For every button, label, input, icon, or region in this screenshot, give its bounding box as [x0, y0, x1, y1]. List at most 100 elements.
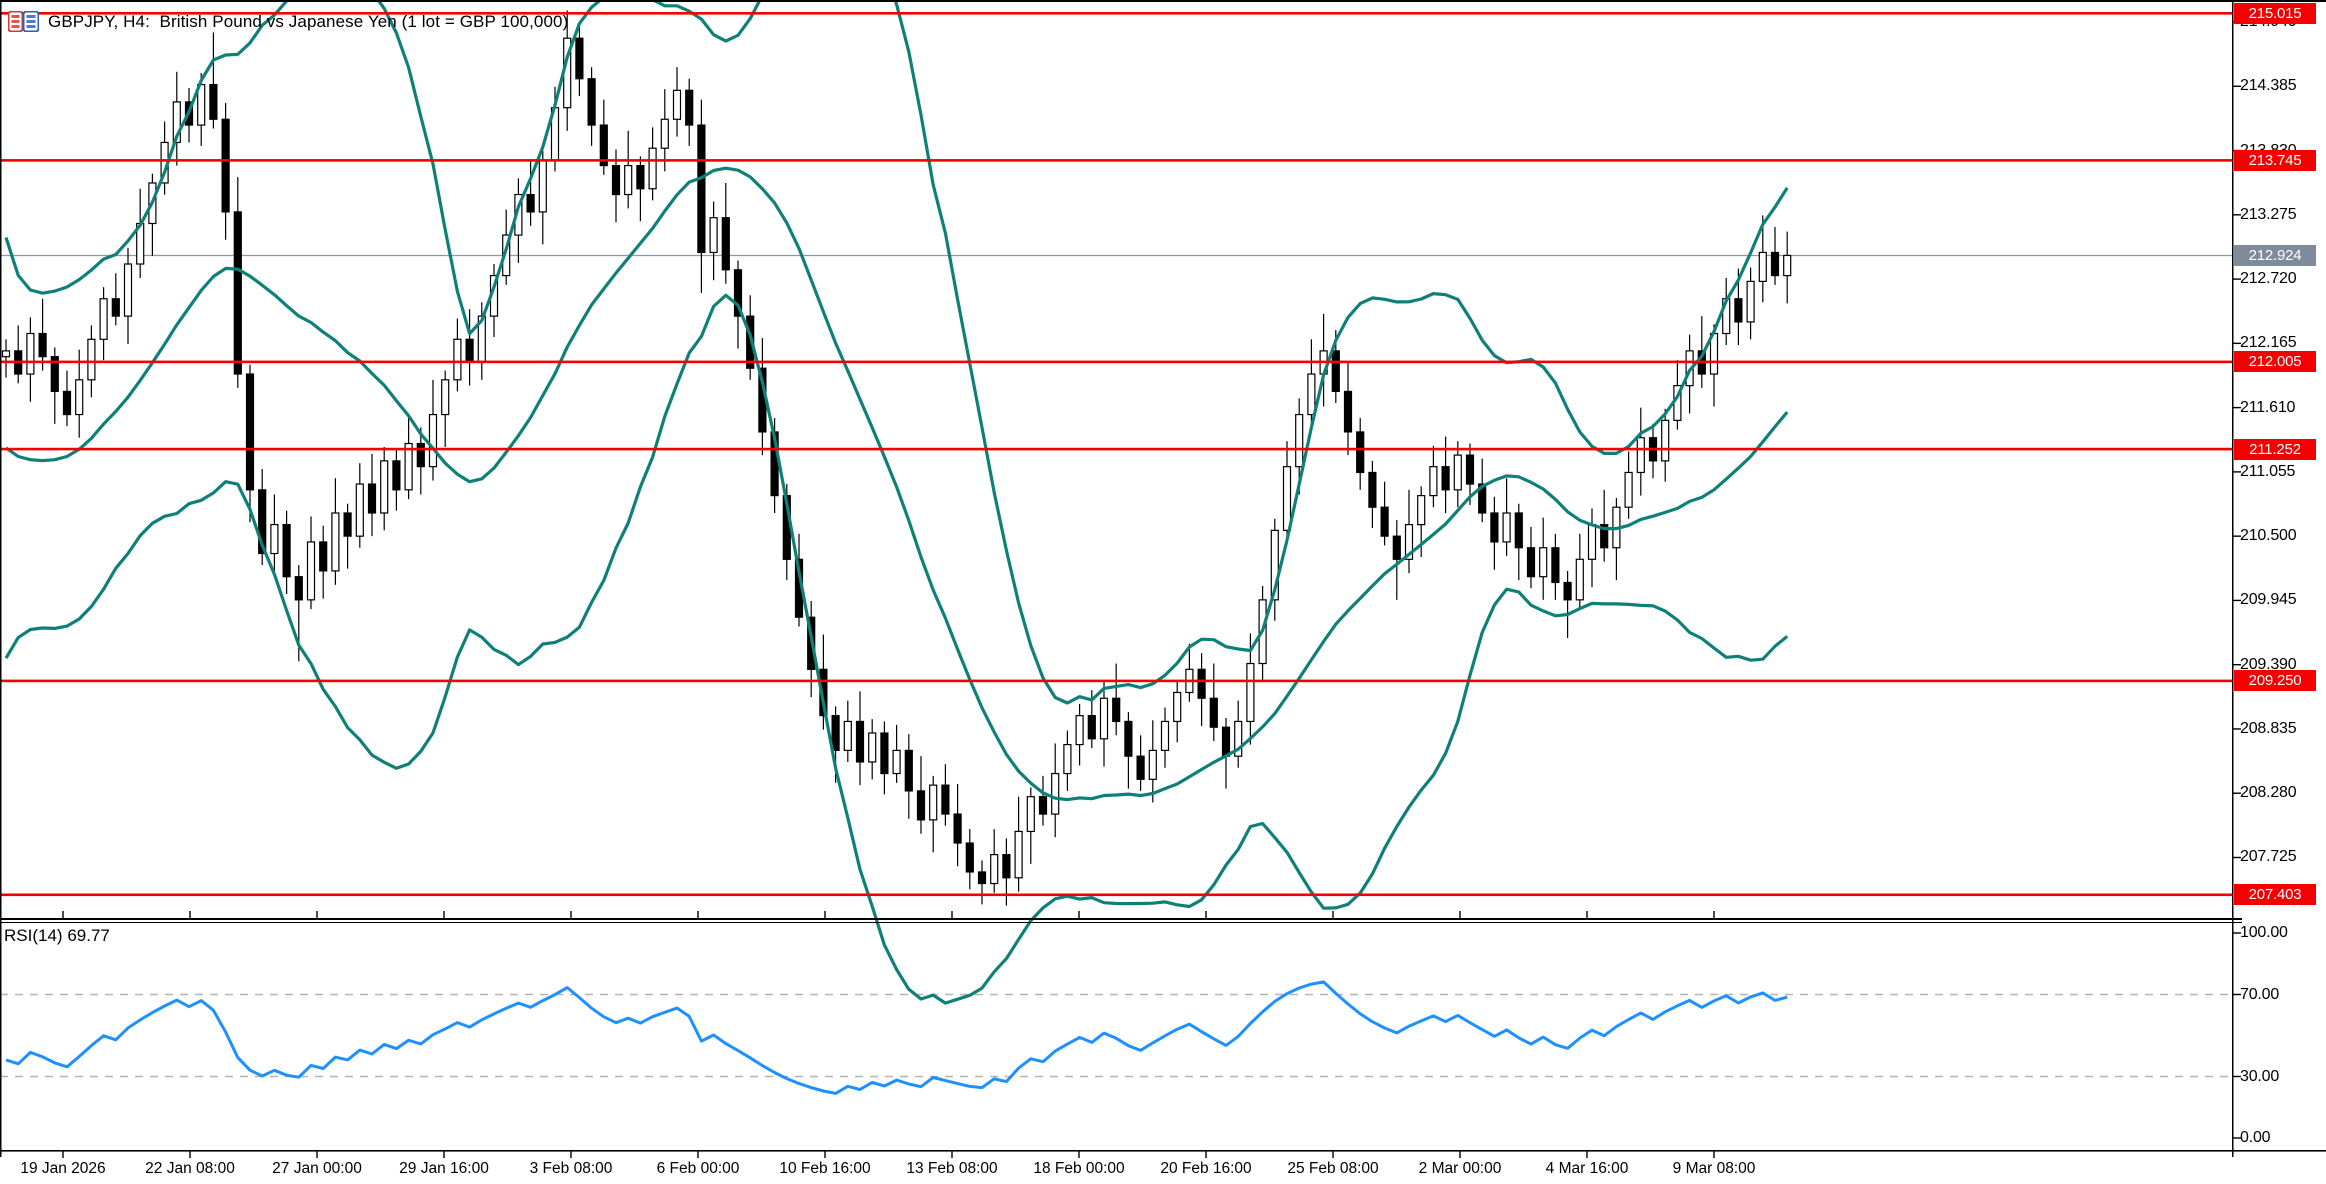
- candle-down: [392, 460, 401, 491]
- price-tick-mark: [2232, 599, 2241, 602]
- candle-up: [123, 263, 133, 317]
- candle-down: [721, 217, 730, 271]
- candle-down: [1136, 755, 1145, 780]
- candle-up: [1014, 830, 1023, 879]
- candle-down: [1331, 350, 1340, 393]
- bollinger-upper-band: [4, 0, 1789, 705]
- price-level-line[interactable]: [0, 893, 2232, 897]
- price-level-line[interactable]: [0, 360, 2232, 364]
- rsi-tick-mark: [2232, 1075, 2241, 1078]
- price-level-line[interactable]: [0, 447, 2232, 451]
- separator-tick-mark: [1205, 911, 1207, 918]
- time-tick-mark: [1205, 1150, 1207, 1158]
- candle-up: [26, 332, 35, 375]
- candle-down: [831, 715, 840, 751]
- separator-tick-mark: [189, 911, 191, 918]
- price-tick-label: 209.390: [2240, 655, 2297, 673]
- time-tick-label: 9 Mar 08:00: [1672, 1160, 1756, 1177]
- candle-up: [648, 147, 657, 190]
- candle-up: [172, 101, 181, 144]
- candle-up: [270, 523, 279, 555]
- price-tick-mark: [2232, 792, 2241, 794]
- candle-down: [465, 338, 474, 364]
- candle-down: [880, 732, 889, 775]
- rsi-indicator-value: 69.77: [67, 926, 110, 945]
- price-tick-label: 212.720: [2240, 270, 2297, 288]
- candle-up: [892, 749, 901, 775]
- candle-up: [1246, 662, 1255, 723]
- price-tick-label: 210.500: [2240, 527, 2297, 545]
- candle-down: [697, 124, 706, 254]
- candle-up: [1453, 454, 1462, 491]
- candle-up: [1417, 495, 1426, 526]
- current-price-line[interactable]: [0, 254, 2232, 257]
- rsi-pane-top-border: [0, 922, 2242, 923]
- candle-down: [746, 315, 755, 369]
- candle-down: [245, 373, 255, 491]
- price-level-line[interactable]: [0, 679, 2232, 683]
- pane-separator[interactable]: [0, 918, 2242, 920]
- rsi-indicator-name: RSI(14): [4, 926, 63, 945]
- price-level-line[interactable]: [0, 159, 2232, 162]
- separator-tick-mark: [316, 911, 318, 918]
- bollinger-middle-band: [5, 166, 1789, 802]
- candle-down: [111, 298, 120, 317]
- candle-down: [1392, 535, 1401, 560]
- candle-up: [1758, 251, 1767, 282]
- candle-down: [294, 576, 303, 601]
- time-tick-label: 4 Mar 16:00: [1545, 1160, 1629, 1177]
- candle-down: [38, 332, 47, 358]
- time-tick-label: 29 Jan 16:00: [399, 1160, 489, 1177]
- price-tick-mark: [2232, 535, 2241, 537]
- price-tick-label: 214.385: [2240, 77, 2297, 95]
- separator-tick-mark: [1078, 911, 1080, 918]
- candle-up: [1575, 558, 1584, 601]
- separator-tick-mark: [697, 911, 699, 918]
- rsi-line: [5, 980, 1788, 1095]
- candle-up: [1746, 280, 1755, 323]
- candle-down: [209, 83, 218, 120]
- candle-up: [624, 164, 633, 196]
- candle-up: [1539, 547, 1548, 578]
- candle-down: [587, 78, 596, 126]
- candle-down: [319, 541, 328, 572]
- price-level-badge: 209.250: [2234, 670, 2316, 692]
- candle-down: [1356, 431, 1365, 474]
- candle-down: [526, 193, 535, 213]
- candle-down: [50, 356, 59, 393]
- candle-down: [282, 523, 291, 578]
- time-tick-mark: [1713, 1150, 1715, 1158]
- separator-tick-mark: [1713, 911, 1715, 918]
- candle-down: [1563, 581, 1572, 601]
- price-level-line[interactable]: [0, 12, 2232, 15]
- candle-up: [1783, 254, 1792, 277]
- window-top-border: [0, 0, 2326, 2]
- candle-down: [1087, 715, 1096, 740]
- candle-up: [538, 159, 547, 213]
- time-tick-label: 22 Jan 08:00: [145, 1160, 235, 1177]
- candle-up: [1234, 720, 1243, 757]
- candle-down: [599, 124, 608, 167]
- candle-down: [965, 842, 974, 873]
- candle-up: [404, 442, 413, 491]
- candle-up: [380, 460, 389, 514]
- candle-down: [1380, 506, 1389, 537]
- candle-down: [1002, 854, 1011, 879]
- separator-tick-mark: [1459, 911, 1461, 918]
- time-axis-line[interactable]: [0, 1150, 2326, 1152]
- candle-up: [1587, 523, 1597, 560]
- candle-down: [233, 211, 242, 375]
- candle-up: [1026, 796, 1035, 833]
- price-level-badge: 207.403: [2234, 884, 2316, 906]
- candle-down: [1343, 390, 1353, 433]
- price-tick-label: 208.835: [2240, 719, 2297, 737]
- price-axis-line[interactable]: [2232, 0, 2234, 1157]
- chart-left-border: [0, 0, 2, 1157]
- time-tick-label: 2 Mar 00:00: [1418, 1160, 1502, 1177]
- candle-down: [1526, 547, 1536, 578]
- candle-down: [367, 483, 377, 514]
- separator-tick-mark: [62, 911, 64, 918]
- time-tick-label: 3 Feb 08:00: [529, 1160, 613, 1177]
- time-tick-label: 6 Feb 00:00: [656, 1160, 740, 1177]
